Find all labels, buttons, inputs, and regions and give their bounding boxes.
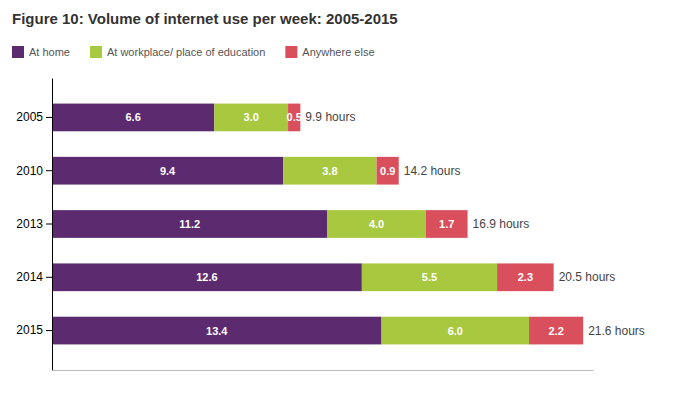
bar (52, 104, 214, 132)
bar (362, 263, 497, 291)
tick: 2014 (16, 270, 52, 284)
data-label: 3.0 (244, 111, 259, 123)
series (288, 104, 583, 345)
tick-mark (46, 224, 52, 225)
bar (52, 263, 362, 291)
x-axis (53, 370, 594, 371)
chart: Figure 10: Volume of internet use per we… (0, 0, 673, 394)
data-label: 0.9 (380, 165, 395, 177)
bar (377, 157, 399, 185)
tick-mark (46, 117, 52, 118)
legend-label: Anywhere else (302, 46, 374, 58)
data-label: 4.0 (369, 218, 384, 230)
data-label: 5.5 (422, 271, 437, 283)
data-label: 3.8 (322, 165, 337, 177)
data-label: 0.5 (287, 111, 302, 123)
bar (327, 210, 425, 238)
total-label: 9.9 hours (305, 110, 355, 124)
tick: 2015 (16, 323, 52, 337)
data-label: 1.7 (439, 218, 454, 230)
tick-mark (46, 277, 52, 278)
legend-label: At home (29, 46, 70, 58)
bar (52, 210, 327, 238)
data-label: 2.2 (548, 325, 563, 337)
tick: 2005 (16, 110, 52, 124)
data-label: 11.2 (179, 218, 200, 230)
data-label: 6.6 (126, 111, 141, 123)
bar (382, 317, 530, 345)
data-label: 6.0 (448, 325, 463, 337)
tick-label: 2010 (16, 164, 43, 178)
data-labels: 6.6 9.4 11.2 12.6 13.4 3.0 3.8 4.0 5.5 6.0 0.5 0.9 1… (126, 110, 645, 337)
total-label: 16.9 hours (473, 217, 530, 231)
series (214, 104, 529, 345)
y-axis: 2005 2010 2013 2014 2015 (16, 79, 52, 371)
bar (52, 157, 283, 185)
total-label: 20.5 hours (559, 270, 616, 284)
legend-label: At workplace/ place of education (107, 46, 265, 58)
axis-line (52, 79, 53, 371)
legend-item: At home (12, 46, 70, 58)
data-label: 13.4 (206, 325, 228, 337)
tick: 2013 (16, 217, 52, 231)
legend-swatch (90, 46, 102, 58)
data-label: 9.4 (160, 165, 176, 177)
legend-swatch (285, 46, 297, 58)
tick: 2010 (16, 164, 52, 178)
bar (52, 317, 382, 345)
total-label: 21.6 hours (588, 324, 645, 338)
title: Figure 10: Volume of internet use per we… (12, 10, 398, 27)
total-label: 14.2 hours (404, 164, 461, 178)
bar (283, 157, 376, 185)
tick-label: 2015 (16, 323, 43, 337)
tick-mark (46, 170, 52, 171)
tick-label: 2013 (16, 217, 43, 231)
bars (52, 104, 583, 345)
tick-mark (46, 330, 52, 331)
tick-label: 2014 (16, 270, 43, 284)
legend: At home At workplace/ place of education A… (12, 46, 375, 58)
legend-item: Anywhere else (285, 46, 374, 58)
bar (497, 263, 554, 291)
bar (426, 210, 468, 238)
data-label: 2.3 (518, 271, 533, 283)
legend-swatch (12, 46, 24, 58)
bar (529, 317, 583, 345)
bar (214, 104, 288, 132)
data-label: 12.6 (196, 271, 217, 283)
axis-line (53, 370, 594, 371)
tick-label: 2005 (16, 110, 43, 124)
legend-item: At workplace/ place of education (90, 46, 265, 58)
